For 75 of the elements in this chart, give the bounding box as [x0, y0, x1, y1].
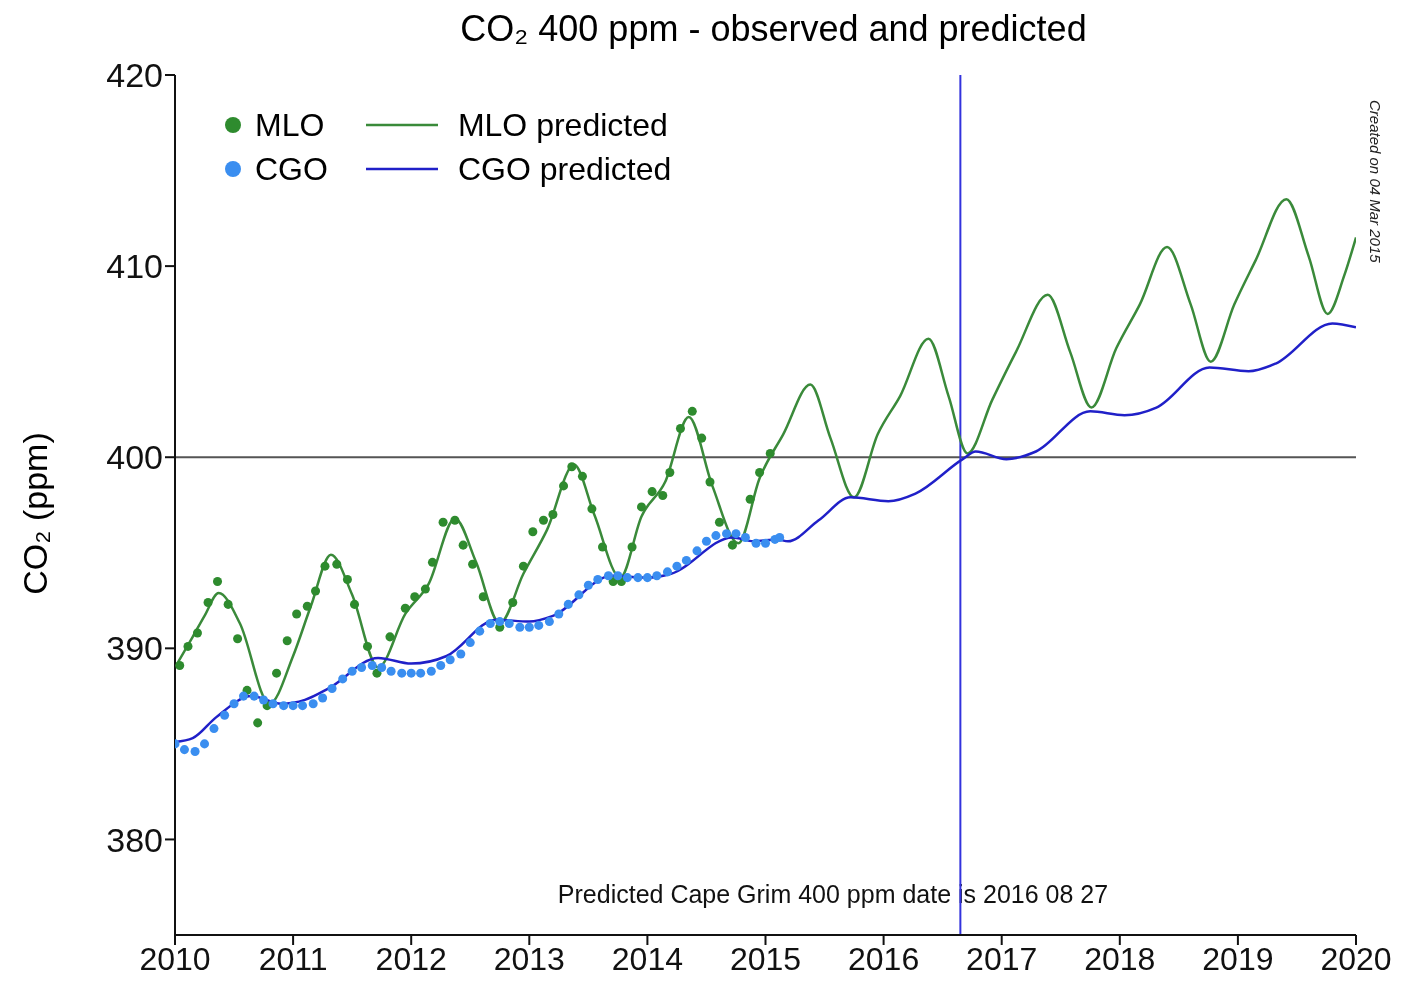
point: [342, 575, 352, 585]
point: [427, 557, 437, 567]
point: [478, 592, 488, 602]
point: [233, 634, 243, 644]
point: [705, 477, 715, 487]
point: [272, 668, 282, 678]
point: [350, 599, 360, 609]
point: [282, 636, 292, 646]
point: [518, 561, 528, 571]
point: [438, 517, 448, 527]
x-tick-label: 2013: [493, 940, 565, 977]
x-tick-label: 2012: [375, 940, 447, 977]
point: [665, 468, 675, 478]
point: [253, 718, 263, 728]
point: [450, 515, 460, 525]
x-tick-label: 2011: [258, 940, 328, 977]
point: [292, 609, 302, 619]
point: [400, 603, 410, 613]
point: [714, 517, 724, 527]
point: [587, 504, 597, 514]
point: [687, 406, 697, 416]
point: [745, 494, 755, 504]
point: [192, 628, 202, 638]
legend-label: CGO predicted: [457, 150, 672, 188]
y-tick-label: 380: [106, 820, 163, 859]
x-tick-label: 2010: [139, 940, 211, 977]
point: [697, 433, 707, 443]
x-tick-label: 2018: [1084, 940, 1156, 977]
point: [213, 576, 223, 586]
point: [559, 481, 569, 491]
point: [548, 510, 558, 520]
point: [675, 424, 685, 434]
point: [727, 540, 737, 550]
y-tick-label: 420: [106, 56, 163, 95]
y-tick-label: 410: [106, 247, 163, 286]
point: [636, 502, 647, 512]
point: [765, 448, 775, 458]
x-tick-label: 2020: [1320, 940, 1392, 977]
point: [627, 542, 637, 552]
y-axis-title: CO₂ (ppm): [15, 431, 55, 595]
x-tick-label: 2016: [848, 940, 920, 977]
point: [658, 490, 668, 500]
point: [567, 462, 577, 472]
legend-label: MLO: [255, 106, 325, 144]
y-tick-label: 390: [106, 629, 163, 668]
point: [755, 468, 765, 478]
x-tick-label: 2015: [729, 940, 802, 977]
point: [410, 592, 420, 602]
point: [311, 586, 321, 596]
y-tick-label: 400: [106, 438, 163, 477]
point: [528, 527, 538, 537]
point: [508, 597, 518, 607]
x-tick-label: 2014: [611, 940, 683, 977]
point: [362, 641, 373, 651]
point: [223, 599, 233, 609]
legend-label: MLO predicted: [457, 106, 668, 144]
point: [175, 661, 185, 671]
point: [320, 561, 330, 571]
point: [183, 641, 193, 651]
point: [385, 632, 395, 642]
point: [458, 540, 468, 550]
point: [420, 584, 430, 594]
point: [203, 597, 213, 607]
point: [468, 559, 478, 569]
chart-title: CO₂ 400 ppm - observed and predicted: [459, 8, 1088, 50]
legend-label: CGO: [255, 150, 328, 188]
point: [577, 471, 587, 481]
point: [302, 601, 312, 611]
x-tick-label: 2019: [1202, 940, 1274, 977]
point: [538, 515, 548, 525]
point: [647, 487, 657, 497]
point: [332, 559, 342, 569]
x-tick-label: 2017: [966, 940, 1038, 977]
text: Created on 04 Mar 2015: [1366, 100, 1384, 265]
point: [598, 542, 608, 552]
